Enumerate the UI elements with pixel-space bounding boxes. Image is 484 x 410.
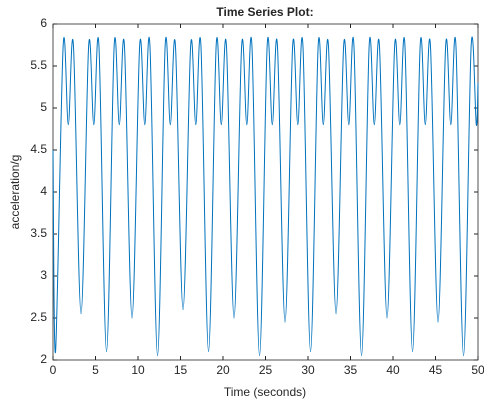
x-tick-label: 0 <box>50 363 57 377</box>
x-tick-label: 50 <box>471 363 484 377</box>
x-tick-label: 45 <box>429 363 443 377</box>
chart-title: Time Series Plot: <box>216 5 313 19</box>
data-line <box>52 36 479 357</box>
x-tick-label: 35 <box>344 363 358 377</box>
x-tick-label: 30 <box>301 363 315 377</box>
y-tick-label: 4.5 <box>30 142 47 156</box>
x-tick-label: 40 <box>386 363 400 377</box>
x-tick-label: 10 <box>131 363 145 377</box>
x-axis-label: Time (seconds) <box>224 385 306 399</box>
y-tick-label: 2 <box>40 352 47 366</box>
x-tick-label: 20 <box>216 363 230 377</box>
y-tick-label: 4 <box>40 184 47 198</box>
y-tick-label: 5.5 <box>30 58 47 72</box>
y-tick-label: 3.5 <box>30 226 47 240</box>
y-axis-label: acceleration/g <box>8 155 22 230</box>
x-tick-label: 5 <box>92 363 99 377</box>
y-tick-label: 2.5 <box>30 310 47 324</box>
x-tick-label: 15 <box>174 363 188 377</box>
y-tick-label: 6 <box>40 16 47 30</box>
y-tick-label: 5 <box>40 100 47 114</box>
x-tick-label: 25 <box>259 363 273 377</box>
y-tick-label: 3 <box>40 268 47 282</box>
plot-area <box>52 23 479 361</box>
